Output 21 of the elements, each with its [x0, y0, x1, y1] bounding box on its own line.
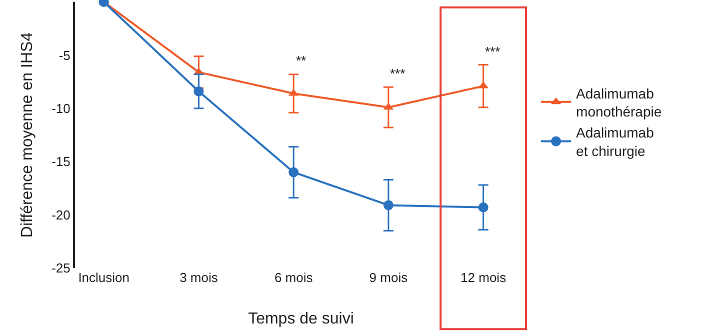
x-tick-label: 3 mois — [180, 270, 218, 285]
annotation: *** — [485, 44, 500, 59]
y-tick-label: -25 — [52, 260, 70, 276]
x-axis-title: Temps de suivi — [248, 310, 354, 328]
point — [288, 167, 299, 178]
point — [478, 202, 488, 212]
point — [383, 200, 394, 210]
legend-label: Adalimumab monothérapie — [576, 85, 662, 120]
x-tick-label: 9 mois — [369, 270, 408, 285]
y-tick-label: -10 — [52, 100, 70, 116]
point — [194, 86, 204, 96]
x-tick-label: 6 mois — [274, 270, 314, 285]
legend-label: Adalimumab et chirurgie — [576, 124, 654, 159]
y-tick-label: -20 — [52, 207, 70, 222]
annotation: ** — [296, 53, 306, 68]
y-axis-title: Différence moyenne en IHS4 — [19, 32, 36, 238]
y-tick-label: -5 — [58, 48, 70, 63]
x-tick-label: 12 mois — [460, 270, 507, 285]
y-tick-label: -15 — [52, 154, 70, 170]
annotation: *** — [390, 66, 406, 81]
x-tick-label: Inclusion — [78, 270, 130, 285]
